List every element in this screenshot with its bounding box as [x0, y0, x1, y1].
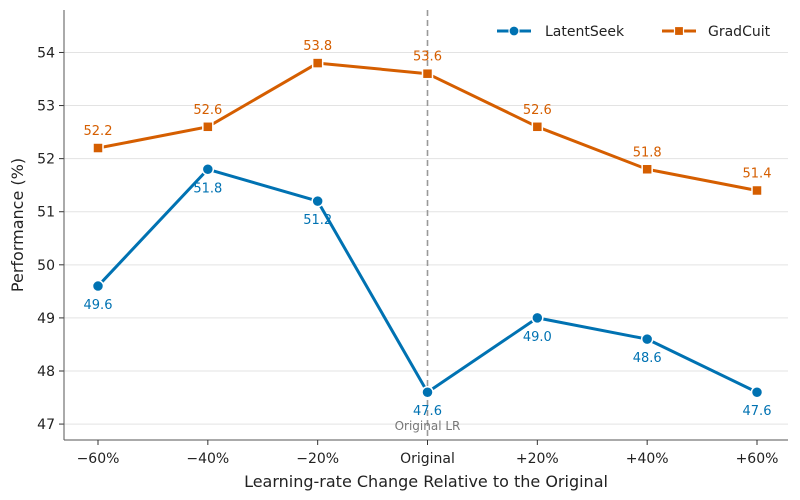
y-tick-label: 49	[37, 311, 55, 327]
data-label: 47.6	[413, 404, 442, 419]
y-axis-title: Performance (%)	[8, 158, 27, 292]
reference-line-label: Original LR	[395, 419, 461, 433]
x-tick-label: −60%	[77, 451, 120, 467]
gridlines	[64, 51, 788, 425]
data-label: 47.6	[743, 404, 772, 419]
x-tick-label: +20%	[516, 451, 559, 467]
data-label: 51.8	[633, 145, 662, 160]
data-point	[750, 385, 764, 399]
legend-marker	[673, 25, 685, 37]
legend-item-latentseek: LatentSeek	[497, 24, 625, 40]
data-label: 51.4	[743, 166, 772, 181]
data-label: 53.6	[413, 50, 442, 65]
legend-marker	[508, 25, 520, 37]
y-tick-label: 54	[37, 45, 55, 61]
data-point	[201, 163, 215, 176]
data-point	[202, 121, 214, 133]
data-point	[311, 194, 324, 208]
legend-label: GradCuit	[708, 24, 771, 40]
y-tick-label: 51	[37, 205, 55, 221]
data-label: 51.2	[303, 213, 332, 228]
x-axis-title: Learning-rate Change Relative to the Ori…	[244, 472, 608, 491]
x-tick-label: −20%	[296, 451, 339, 467]
data-point	[531, 121, 544, 133]
data-label: 49.0	[523, 330, 552, 345]
legend-label: LatentSeek	[545, 24, 625, 40]
data-point	[91, 279, 105, 293]
data-point	[421, 385, 434, 399]
data-point	[531, 311, 544, 325]
data-point	[641, 163, 653, 176]
y-tick-label: 50	[37, 258, 55, 274]
data-label: 52.6	[193, 103, 222, 118]
data-label: 51.8	[193, 181, 222, 196]
data-label: 49.6	[84, 298, 113, 313]
axes: 47 48 49 50 51 52 53 54 −60% −40% −20% Original +20%…	[37, 10, 788, 467]
data-point	[640, 332, 654, 346]
y-tick-label: 53	[37, 99, 55, 115]
series-gradcuit: 52.2 52.6 53.8 53.6 52.6 51.8 51.4	[84, 39, 772, 197]
data-label: 53.8	[303, 39, 332, 54]
legend-item-gradcuit: GradCuit	[662, 24, 771, 40]
data-point	[92, 142, 104, 154]
data-label: 48.6	[633, 351, 662, 366]
reference-line-group: Original LR	[395, 10, 461, 440]
series-group: 49.6 51.8 51.2 47.6 49.0 48.6 47.6 52.2 52.6 53.8…	[84, 39, 772, 419]
data-label: 52.2	[84, 124, 113, 139]
series-latentseek: 49.6 51.8 51.2 47.6 49.0 48.6 47.6	[84, 163, 772, 419]
data-point	[751, 184, 763, 197]
x-tick-label: +60%	[736, 451, 779, 467]
x-tick-label: −40%	[186, 451, 229, 467]
y-tick-label: 48	[37, 364, 55, 380]
data-point	[311, 57, 324, 69]
legend: LatentSeek GradCuit	[497, 24, 771, 40]
x-tick-label: Original	[400, 451, 455, 467]
x-tick-label: +40%	[626, 451, 669, 467]
data-point	[421, 67, 434, 80]
y-tick-label: 52	[37, 152, 55, 168]
data-label: 52.6	[523, 103, 552, 118]
y-tick-label: 47	[37, 417, 55, 433]
